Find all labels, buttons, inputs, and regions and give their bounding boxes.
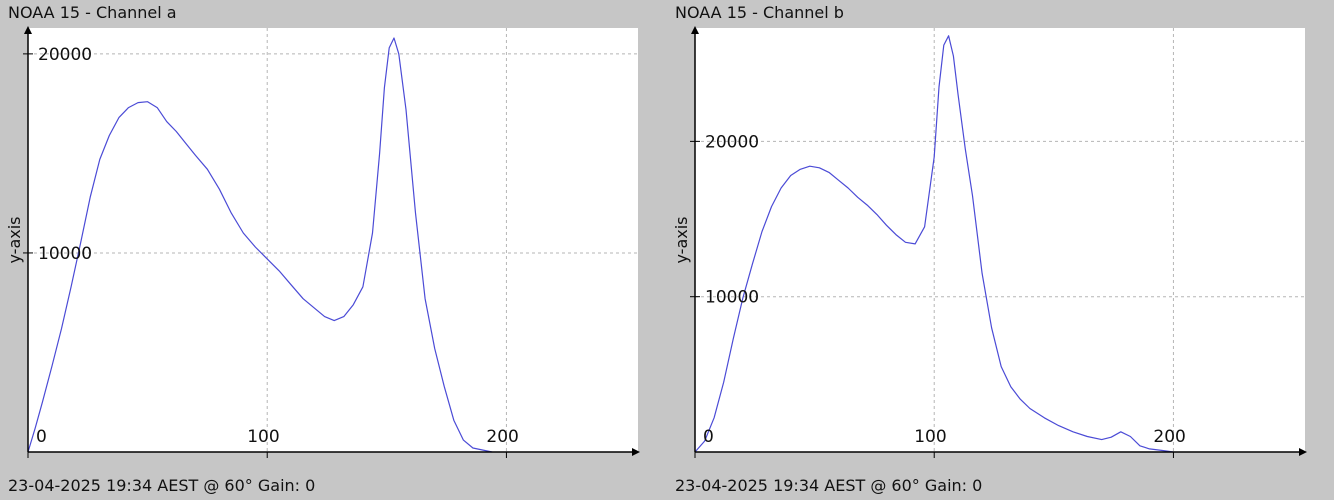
chart-panel-a: NOAA 15 - Channel a 0 100 200 10000 20000 y-a… — [5, 3, 640, 495]
y-axis-label: y-axis — [672, 216, 691, 263]
chart-footer: 23-04-2025 19:34 AEST @ 60° Gain: 0 — [8, 476, 316, 495]
chart-panel-b: NOAA 15 - Channel b 0 100 200 10000 20000 y-a… — [667, 0, 1334, 500]
x-tick-label: 200 — [486, 427, 518, 447]
x-tick-label: 100 — [247, 427, 279, 447]
plot-area: 0 100 200 10000 20000 y-axis — [672, 26, 1307, 458]
plot-area: 0 100 200 10000 20000 y-axis — [5, 26, 640, 458]
x-axis-arrow — [632, 448, 640, 456]
series-line — [27, 37, 493, 453]
plot-background — [28, 28, 638, 452]
chart-title: NOAA 15 - Channel b — [675, 3, 844, 22]
x-tick-label: 0 — [36, 427, 47, 447]
y-axis-arrow — [691, 26, 699, 34]
y-axis-label: y-axis — [5, 216, 24, 263]
y-axis-arrow — [24, 26, 32, 34]
x-tick-label: 100 — [914, 427, 946, 447]
chart-footer: 23-04-2025 19:34 AEST @ 60° Gain: 0 — [675, 476, 983, 495]
y-tick-label: 10000 — [705, 288, 759, 308]
plot-background — [695, 28, 1305, 452]
series-line — [694, 35, 1174, 453]
y-tick-label: 20000 — [705, 132, 759, 152]
y-tick-label: 20000 — [38, 45, 92, 65]
x-axis-arrow — [1299, 448, 1307, 456]
chart-title: NOAA 15 - Channel a — [8, 3, 177, 22]
x-tick-label: 0 — [703, 427, 714, 447]
x-tick-label: 200 — [1153, 427, 1185, 447]
y-tick-label: 10000 — [38, 244, 92, 264]
